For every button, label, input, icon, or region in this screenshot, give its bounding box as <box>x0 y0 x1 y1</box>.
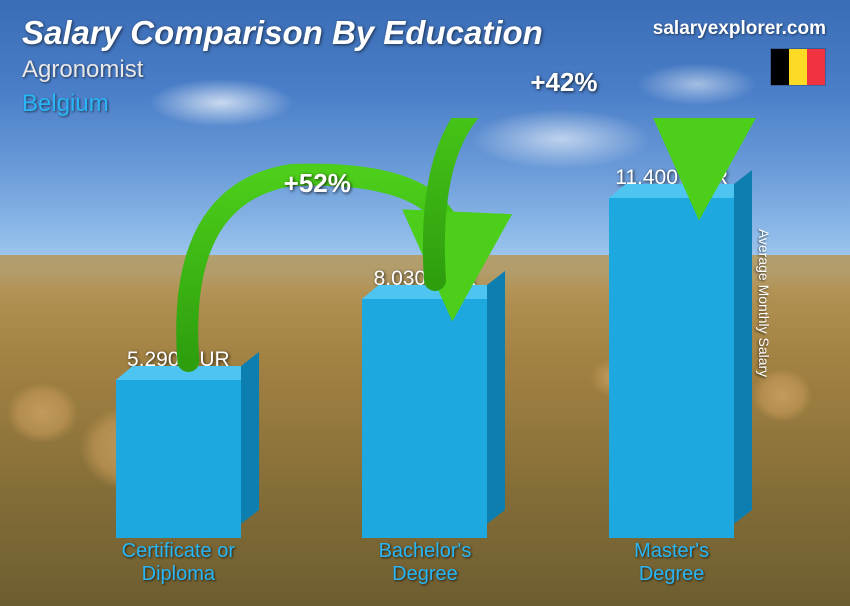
bar-top-face <box>116 366 258 380</box>
infographic-content: Salary Comparison By Education Agronomis… <box>0 0 850 606</box>
brand-label: salaryexplorer.com <box>653 18 826 40</box>
flag-stripe <box>789 49 807 85</box>
chart-subtitle: Agronomist <box>22 56 143 84</box>
percentage-increase-label: +52% <box>284 168 351 199</box>
percentage-increase-label: +42% <box>530 67 597 98</box>
bar-group: 5,290 EUR <box>78 348 278 538</box>
country-flag-icon <box>770 48 826 86</box>
chart-country: Belgium <box>22 90 109 118</box>
bar <box>116 380 241 538</box>
category-label: Master's Degree <box>572 540 772 588</box>
bar-side-face <box>734 170 752 524</box>
category-labels: Certificate or Diploma Bachelor's Degree M… <box>55 540 795 588</box>
bar-group: 8,030 EUR <box>325 267 525 538</box>
bar-top-face <box>362 285 504 299</box>
flag-stripe <box>807 49 825 85</box>
bar-top-face <box>609 184 751 198</box>
chart-title: Salary Comparison By Education <box>22 14 543 52</box>
bar <box>609 198 734 538</box>
bar-side-face <box>487 271 505 524</box>
bar-chart: 5,290 EUR 8,030 EUR 11,400 EUR Certifica… <box>55 135 795 588</box>
bar <box>362 299 487 538</box>
bar-front-face <box>116 380 241 538</box>
bar-side-face <box>241 352 259 524</box>
bar-front-face <box>362 299 487 538</box>
category-label: Bachelor's Degree <box>325 540 525 588</box>
bar-front-face <box>609 198 734 538</box>
flag-stripe <box>771 49 789 85</box>
bar-group: 11,400 EUR <box>572 166 772 538</box>
category-label: Certificate or Diploma <box>78 540 278 588</box>
bars-container: 5,290 EUR 8,030 EUR 11,400 EUR <box>55 158 795 538</box>
